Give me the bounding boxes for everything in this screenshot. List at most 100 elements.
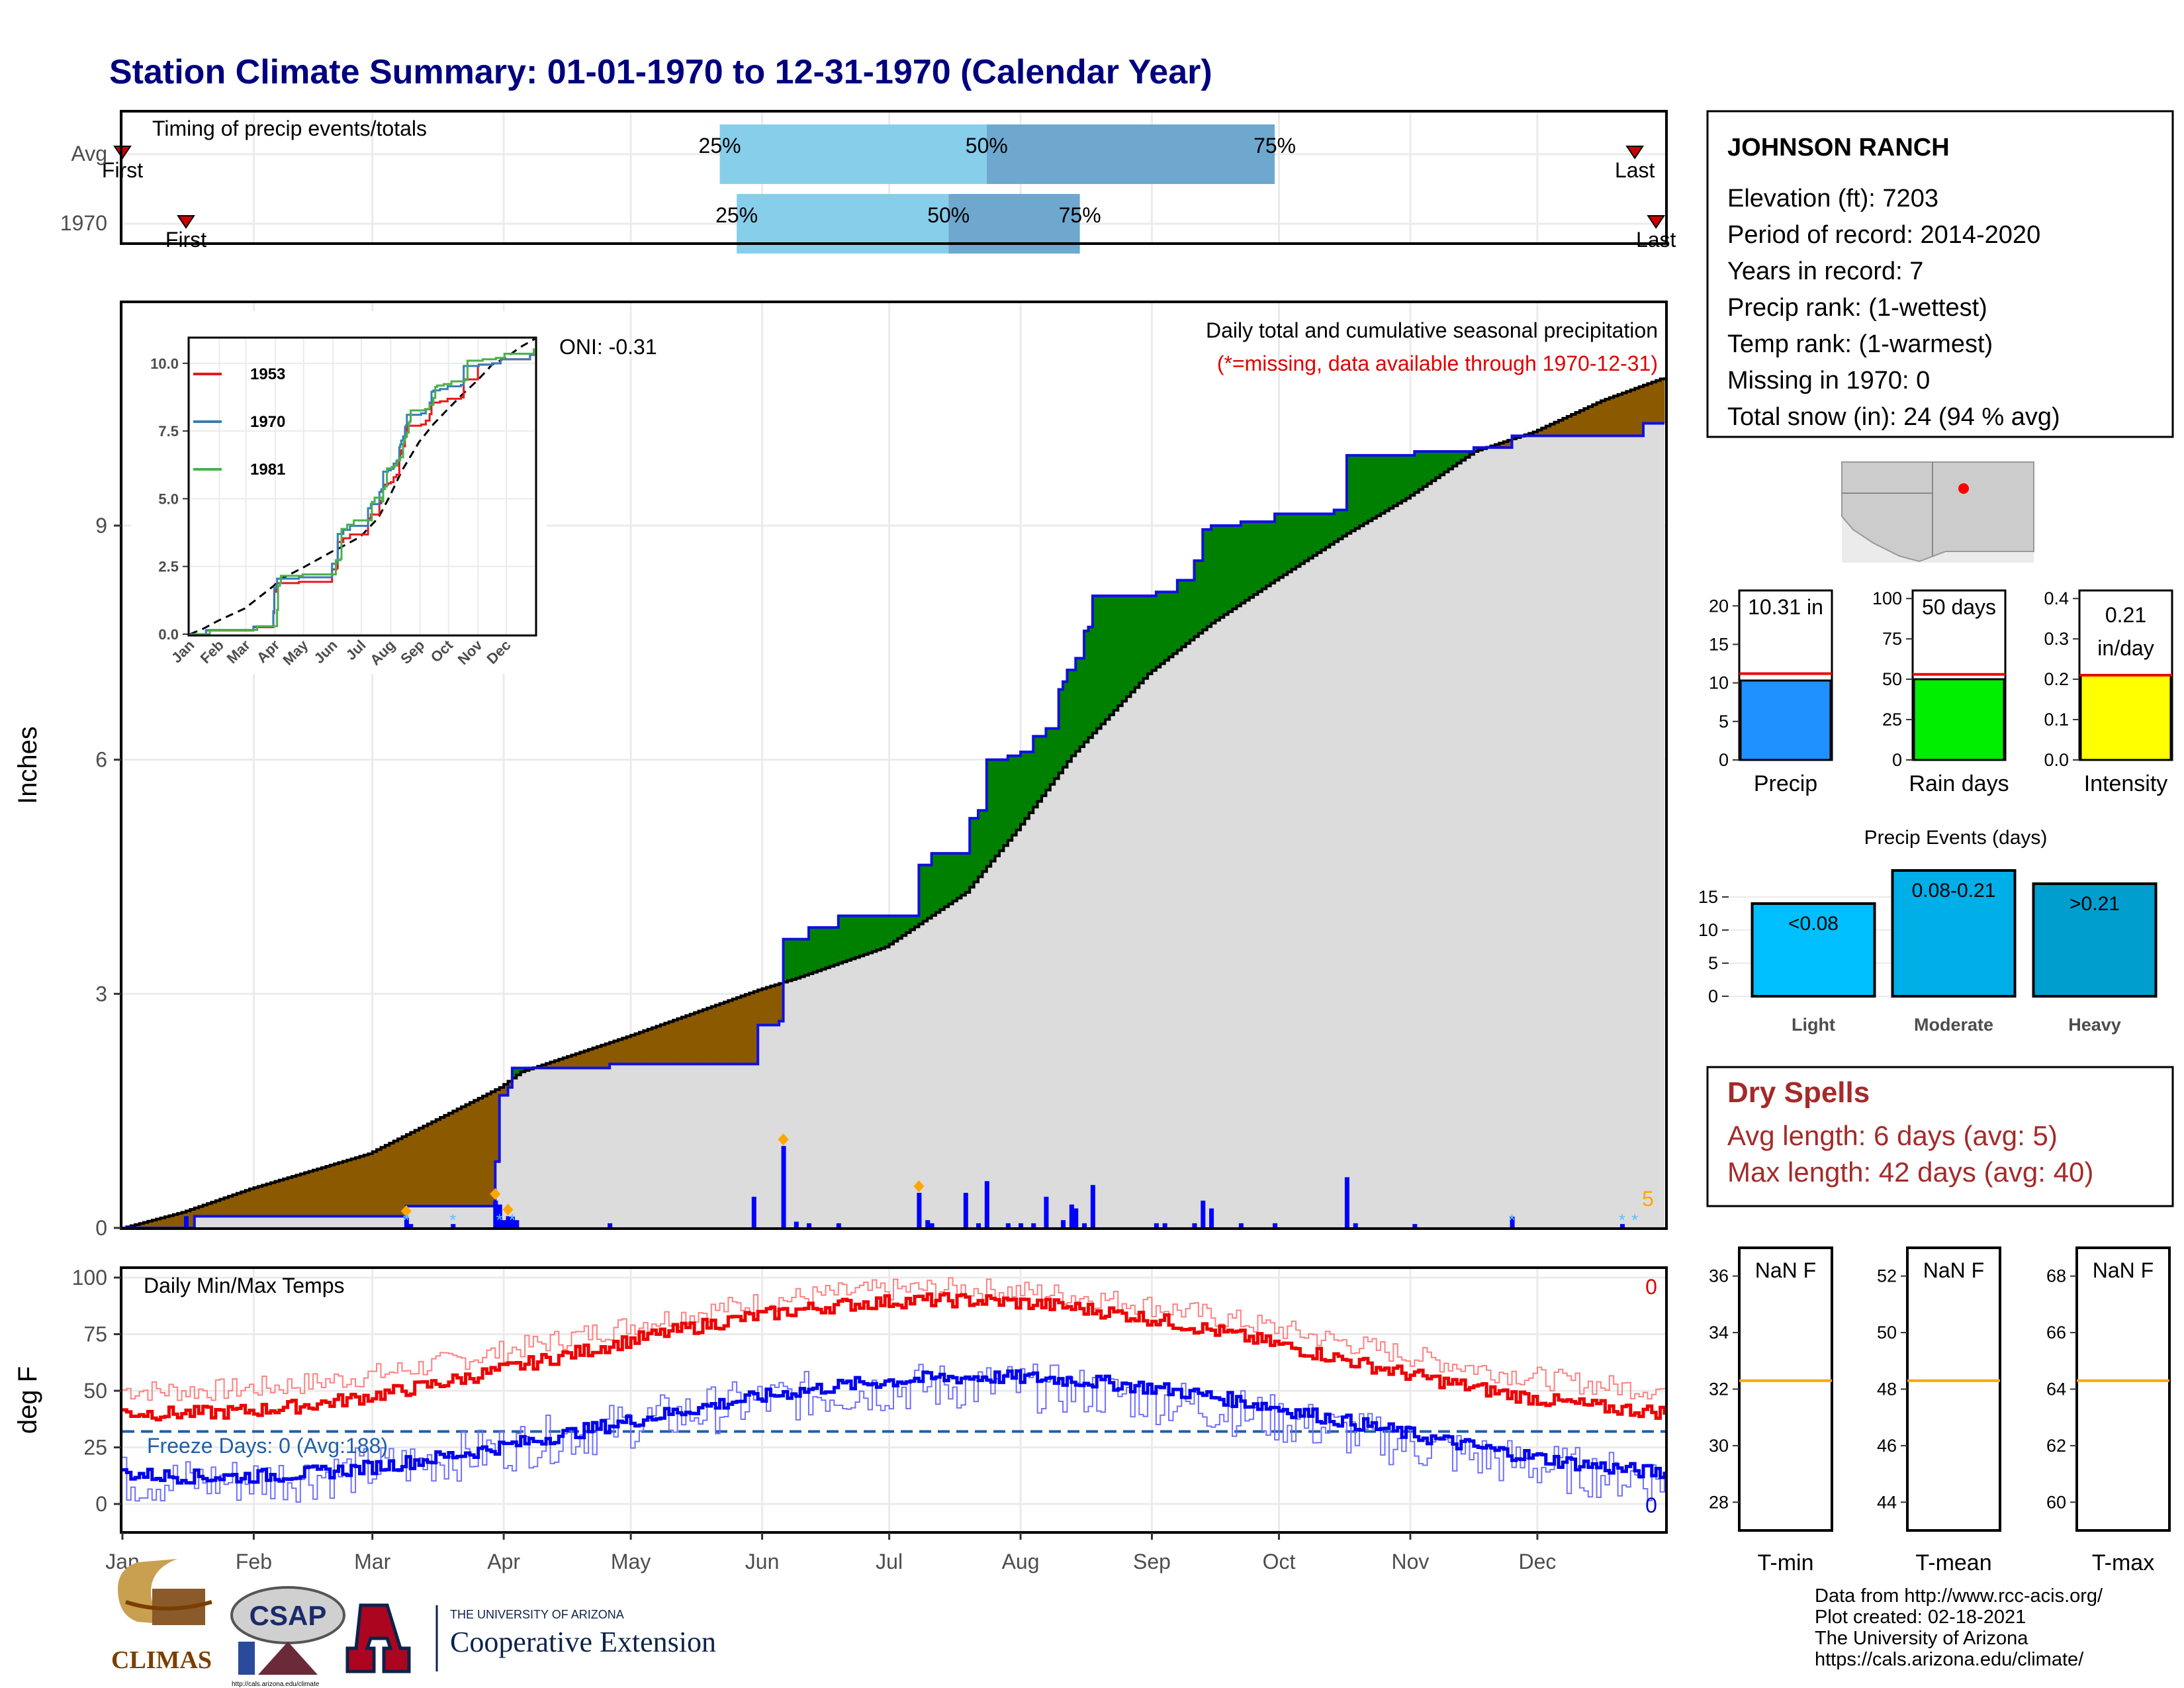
month-tick-label: Oct: [1263, 1550, 1296, 1573]
deficit-area: [313, 1170, 318, 1217]
csap-url: http://cals.arizona.edu/climate: [232, 1681, 320, 1688]
surplus-area: [957, 853, 962, 898]
surplus-area: [880, 915, 886, 949]
precip-y-label: Inches: [13, 726, 42, 804]
temp-panel-label: Daily Min/Max Temps: [144, 1274, 344, 1297]
max-intensity-marker: [913, 1180, 925, 1192]
surplus-area: [859, 915, 864, 957]
deficit-area: [317, 1168, 322, 1217]
daily-precip-bar: [836, 1223, 841, 1228]
deficit-area: [647, 1029, 653, 1064]
station-info-box: JOHNSON RANCH Elevation (ft): 7203 Period…: [1706, 110, 2174, 438]
deficit-area: [1651, 382, 1657, 424]
deficit-area: [702, 1009, 707, 1064]
surplus-area: [1236, 525, 1242, 606]
deficit-area: [643, 1031, 649, 1064]
deficit-area: [465, 1104, 471, 1206]
deficit-area: [347, 1160, 352, 1217]
timing-last-marker: [1647, 215, 1666, 229]
events-tick-label: 0: [1708, 986, 1718, 1006]
surplus-area: [1465, 451, 1471, 457]
observed-cumulative-line: [122, 422, 1664, 1229]
surplus-area: [1224, 525, 1229, 615]
daily-precip-bar: [451, 1224, 456, 1228]
surplus-area: [999, 759, 1005, 851]
deficit-area: [698, 1011, 704, 1064]
surplus-area: [1092, 596, 1097, 733]
temp-box-label-0: NaN F: [1755, 1258, 1816, 1282]
deficit-area: [614, 1041, 619, 1064]
surplus-area: [1414, 451, 1420, 492]
precip-y-tick-label: 3: [95, 982, 107, 1006]
daily-precip-bar: [794, 1221, 799, 1228]
deficit-area: [774, 984, 780, 1025]
summary-tick-label: 25: [1882, 710, 1902, 729]
deficit-area: [474, 1100, 479, 1206]
surplus-area: [1388, 455, 1394, 508]
deficit-area: [592, 1048, 598, 1068]
daily-precip-bar: [917, 1192, 922, 1228]
surplus-area: [1118, 596, 1123, 706]
daily-precip-bar: [1044, 1196, 1049, 1228]
deficit-area: [575, 1053, 580, 1068]
temp-y-label: deg F: [13, 1366, 42, 1434]
surplus-area: [1232, 525, 1238, 609]
deficit-area: [444, 1115, 449, 1206]
summary-name-0: Precip: [1754, 771, 1817, 796]
deficit-area: [571, 1055, 576, 1068]
surplus-area: [876, 915, 882, 951]
station-info-line: Temp rank: (1-warmest): [1727, 330, 1993, 358]
deficit-area: [554, 1060, 559, 1068]
deficit-area: [1621, 393, 1627, 436]
temp-box-tick-label: 28: [1709, 1492, 1729, 1512]
precip-label-line2: (*=missing, data available through 1970-…: [1217, 352, 1658, 375]
surplus-area: [808, 927, 813, 974]
deficit-area: [694, 1012, 700, 1064]
climas-wordmark: CLIMAS: [111, 1646, 212, 1674]
deficit-area: [635, 1033, 640, 1064]
surplus-area: [855, 915, 860, 958]
deficit-area: [363, 1154, 369, 1217]
figure-title: Station Climate Summary: 01-01-1970 to 1…: [109, 53, 1212, 91]
surplus-area: [846, 915, 852, 961]
surplus-area: [1097, 596, 1102, 729]
deficit-area: [656, 1026, 661, 1064]
avg-max-temp-line: [122, 1291, 1666, 1422]
station-info-line: Missing in 1970: 0: [1727, 367, 1930, 395]
temp-box-name-2: T-max: [2092, 1550, 2154, 1575]
surplus-area: [961, 853, 966, 896]
timing-row-label-year: 1970: [60, 211, 107, 235]
surplus-area: [991, 759, 996, 861]
temp-box-tick-label: 62: [2046, 1436, 2066, 1456]
surplus-area: [1203, 529, 1208, 630]
surplus-area: [1113, 596, 1118, 710]
daily-precip-bar: [976, 1223, 981, 1228]
deficit-area: [690, 1013, 695, 1064]
temp-box-tick-label: 64: [2046, 1380, 2066, 1399]
station-info-line: Elevation (ft): 7203: [1727, 185, 1938, 212]
deficit-area: [622, 1038, 627, 1064]
deficit-area: [292, 1176, 297, 1217]
surplus-area: [1346, 455, 1351, 534]
surplus-area: [1275, 514, 1280, 581]
deficit-area: [728, 1000, 733, 1064]
deficit-area: [457, 1109, 462, 1206]
deficit-area: [1643, 385, 1648, 424]
daily-precip-bar: [404, 1217, 409, 1228]
deficit-area: [250, 1189, 255, 1217]
timing-label-q25: 25%: [699, 134, 741, 158]
deficit-area: [478, 1098, 483, 1206]
surplus-area: [1177, 580, 1182, 651]
events-bar-0: [1751, 902, 1876, 998]
surplus-area: [1317, 514, 1322, 553]
snow-marker: *: [496, 1210, 503, 1230]
temp-box-label-1: NaN F: [1923, 1258, 1984, 1282]
surplus-area: [974, 818, 979, 882]
deficit-area: [393, 1141, 398, 1217]
month-tick-label: Nov: [1391, 1550, 1429, 1573]
footer-line: https://cals.arizona.edu/climate/: [1815, 1649, 2084, 1670]
deficit-area: [275, 1181, 280, 1217]
deficit-area: [342, 1161, 347, 1217]
surplus-area: [923, 865, 928, 921]
surplus-area: [1308, 514, 1314, 559]
